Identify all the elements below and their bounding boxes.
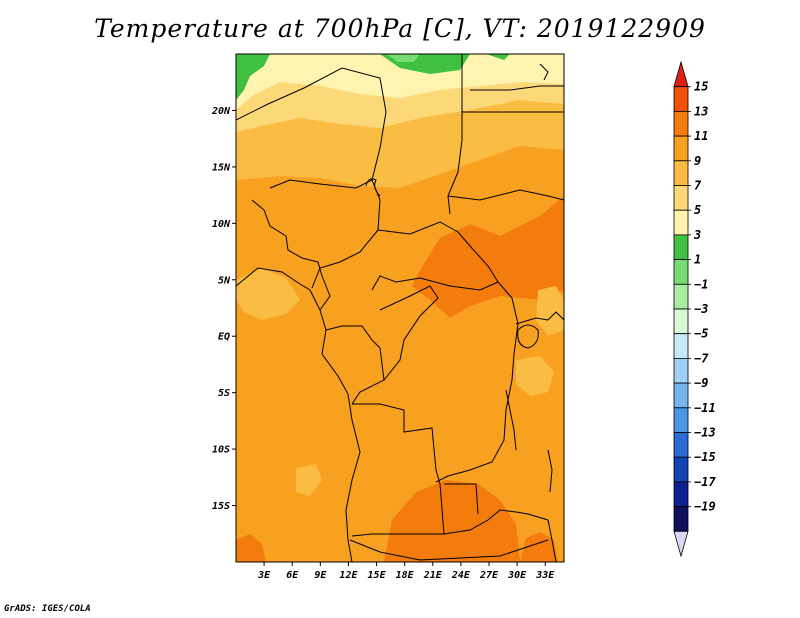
field-cool-ethiopia bbox=[536, 286, 564, 336]
colorbar-label: 9 bbox=[694, 154, 701, 168]
field-warm-central bbox=[412, 196, 564, 318]
map-frame bbox=[235, 53, 565, 563]
colorbar-swatch bbox=[673, 160, 689, 186]
border-ethiopia bbox=[447, 189, 564, 201]
colorbar-label: −5 bbox=[694, 327, 708, 341]
colorbar-swatch bbox=[673, 234, 689, 260]
border-libya-egypt bbox=[447, 54, 463, 215]
border-cameroon bbox=[251, 199, 331, 311]
field-cool-ocean bbox=[296, 464, 322, 496]
red-sea-coast bbox=[539, 63, 549, 81]
colorbar-swatch bbox=[673, 357, 689, 384]
colorbar-label: 1 bbox=[694, 253, 701, 267]
border-gabon bbox=[325, 325, 385, 381]
colorbar-label: −19 bbox=[694, 500, 716, 514]
colorbar-label: −9 bbox=[694, 376, 708, 390]
colorbar-label: 3 bbox=[693, 228, 701, 242]
lake-malawi bbox=[547, 449, 553, 493]
colorbar-label: −13 bbox=[694, 426, 716, 440]
field-warm-southwest bbox=[236, 534, 266, 562]
colorbar-label: 15 bbox=[694, 80, 708, 94]
border-drc-east bbox=[435, 281, 519, 483]
field-cool-west bbox=[236, 268, 300, 320]
field-band-1-coast bbox=[486, 54, 510, 60]
lat-tick-label: 20N bbox=[211, 106, 231, 117]
longitude-axis: 3E 6E 9E 12E 15E 18E 21E 24E 27E 30E 33E bbox=[257, 562, 555, 581]
lat-tick-label: 5S bbox=[218, 388, 230, 399]
field-warm-southeast bbox=[520, 532, 558, 562]
colorbar-swatch bbox=[673, 185, 689, 211]
colorbar-swatch bbox=[673, 135, 689, 162]
lat-tick-label: 15S bbox=[212, 501, 230, 512]
temperature-field bbox=[236, 54, 564, 562]
border-mozambique bbox=[547, 519, 557, 562]
lon-tick-label: 9E bbox=[314, 570, 327, 581]
lon-tick-label: 3E bbox=[257, 570, 271, 581]
field-band-m1 bbox=[386, 54, 420, 62]
lon-tick-label: 18E bbox=[396, 570, 415, 581]
colorbar-swatch bbox=[673, 481, 689, 507]
border-egypt-sinai bbox=[470, 85, 564, 91]
border-niger-chad bbox=[236, 67, 387, 189]
colorbar-swatch bbox=[673, 432, 689, 458]
colorbar-label: 7 bbox=[694, 179, 702, 193]
colorbar-swatch bbox=[673, 111, 689, 137]
colorbar-label: −1 bbox=[694, 277, 708, 291]
colorbar-label: −15 bbox=[694, 450, 716, 464]
border-congo-drc bbox=[351, 285, 439, 405]
river-nile bbox=[365, 178, 381, 197]
field-band-3 bbox=[236, 54, 564, 110]
field-warm-south bbox=[384, 480, 520, 562]
lon-tick-label: 21E bbox=[423, 570, 443, 581]
colorbar-swatch bbox=[673, 283, 689, 310]
colorbar-label: −3 bbox=[694, 302, 708, 316]
lat-tick-label: 5N bbox=[218, 275, 231, 286]
field-cool-highlands bbox=[516, 356, 554, 396]
colorbar-swatch bbox=[673, 60, 689, 88]
border-namibia bbox=[444, 483, 479, 515]
colorbar-swatch bbox=[673, 209, 689, 236]
colorbar-label: 13 bbox=[694, 104, 708, 118]
lake-tanganyika bbox=[505, 389, 517, 451]
colorbar-label: −7 bbox=[694, 351, 709, 365]
coastline-west-africa bbox=[236, 267, 361, 562]
map-title: Temperature at 700hPa [C], VT: 201912290… bbox=[94, 14, 706, 43]
colorbar-swatch bbox=[673, 530, 689, 558]
credit-text: GrADS: IGES/COLA bbox=[4, 604, 91, 614]
colorbar-swatch bbox=[673, 308, 689, 335]
colorbar-swatch bbox=[673, 506, 689, 532]
lon-tick-label: 15E bbox=[368, 570, 387, 581]
lake-victoria bbox=[517, 324, 539, 349]
colorbar-swatch bbox=[673, 456, 689, 483]
latitude-axis: 20N 15N 10N 5N EQ 5S 10S 15S bbox=[211, 106, 236, 512]
colorbar-label: −17 bbox=[694, 475, 716, 489]
border-east-africa bbox=[515, 311, 564, 325]
colorbar-label: 5 bbox=[694, 203, 701, 217]
colorbar-swatch bbox=[673, 259, 689, 285]
lat-tick-label: 10S bbox=[212, 445, 230, 456]
lon-tick-label: 33E bbox=[535, 570, 555, 581]
colorbar: 15 13 11 9 7 5 3 1 −1 −3 −5 −7 −9 −11 −13 −15 −17 −19 bbox=[673, 60, 716, 558]
border-south bbox=[349, 539, 549, 561]
lat-tick-label: 10N bbox=[212, 219, 231, 230]
lon-tick-label: 6E bbox=[286, 570, 299, 581]
field-band-1 bbox=[236, 54, 270, 100]
colorbar-label: 11 bbox=[694, 129, 708, 143]
lat-tick-label: 15N bbox=[212, 162, 231, 173]
colorbar-swatch bbox=[673, 86, 689, 112]
boundaries bbox=[236, 54, 564, 562]
border-zambia bbox=[443, 509, 549, 535]
border-angola bbox=[351, 403, 445, 537]
lon-tick-label: 27E bbox=[479, 570, 499, 581]
colorbar-swatch bbox=[673, 407, 689, 433]
colorbar-label: −11 bbox=[694, 401, 716, 415]
lon-tick-label: 30E bbox=[507, 570, 527, 581]
lon-tick-label: 24E bbox=[451, 570, 471, 581]
colorbar-swatch bbox=[673, 333, 689, 359]
lon-tick-label: 12E bbox=[339, 570, 358, 581]
lat-tick-label: EQ bbox=[218, 332, 230, 343]
colorbar-swatch bbox=[673, 382, 689, 409]
